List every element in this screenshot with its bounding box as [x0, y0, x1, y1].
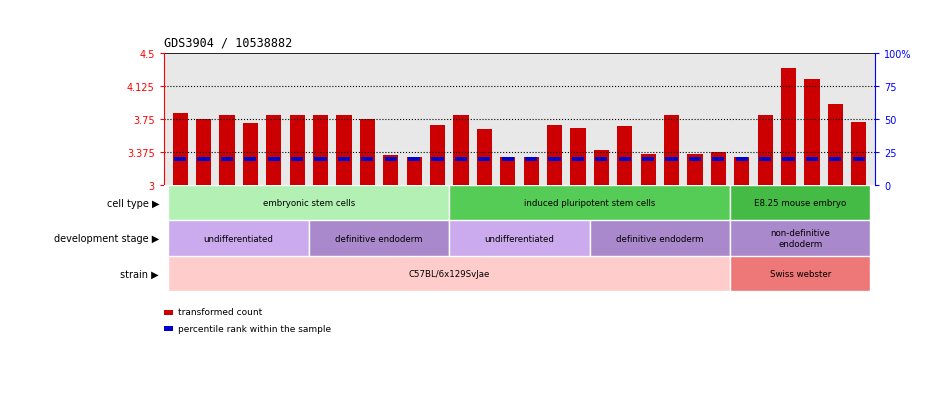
Bar: [431, 158, 444, 161]
Text: Swiss webster: Swiss webster: [769, 269, 831, 278]
Text: strain ▶: strain ▶: [121, 268, 159, 279]
Bar: [242, 124, 258, 186]
Bar: [851, 122, 867, 186]
Bar: [689, 158, 701, 161]
Bar: [730, 256, 870, 291]
Bar: [430, 126, 446, 186]
Bar: [595, 158, 607, 161]
Text: non-definitive
endoderm: non-definitive endoderm: [770, 229, 830, 248]
Bar: [221, 158, 233, 161]
Bar: [759, 158, 771, 161]
Text: C57BL/6x129SvJae: C57BL/6x129SvJae: [409, 269, 490, 278]
Bar: [196, 120, 212, 186]
Bar: [406, 158, 422, 186]
Bar: [827, 105, 843, 186]
Bar: [455, 158, 467, 161]
Bar: [359, 120, 375, 186]
Text: definitive endoderm: definitive endoderm: [616, 234, 704, 243]
Bar: [619, 158, 631, 161]
Bar: [502, 158, 514, 161]
Bar: [449, 186, 730, 221]
Text: induced pluripotent stem cells: induced pluripotent stem cells: [524, 199, 655, 208]
Text: E8.25 mouse embryo: E8.25 mouse embryo: [754, 199, 846, 208]
Bar: [197, 158, 210, 161]
Bar: [168, 221, 309, 256]
Bar: [525, 158, 537, 161]
Bar: [547, 126, 563, 186]
Bar: [687, 155, 703, 186]
Bar: [730, 221, 870, 256]
Bar: [476, 129, 492, 186]
Bar: [172, 114, 188, 186]
Bar: [617, 127, 633, 186]
Bar: [408, 158, 420, 161]
Bar: [289, 115, 305, 186]
Bar: [736, 158, 748, 161]
Text: embryonic stem cells: embryonic stem cells: [263, 199, 355, 208]
Bar: [730, 186, 870, 221]
Text: definitive endoderm: definitive endoderm: [335, 234, 423, 243]
Text: transformed count: transformed count: [178, 308, 262, 317]
Text: undifferentiated: undifferentiated: [485, 234, 554, 243]
Text: GDS3904 / 10538882: GDS3904 / 10538882: [164, 37, 292, 50]
Text: percentile rank within the sample: percentile rank within the sample: [178, 324, 331, 333]
Bar: [757, 115, 773, 186]
Bar: [361, 158, 373, 161]
Bar: [642, 158, 654, 161]
Bar: [309, 221, 449, 256]
Bar: [385, 158, 397, 161]
Bar: [640, 155, 656, 186]
Bar: [168, 256, 730, 291]
Text: cell type ▶: cell type ▶: [107, 198, 159, 209]
Bar: [548, 158, 561, 161]
Bar: [291, 158, 303, 161]
Bar: [664, 115, 680, 186]
Bar: [570, 128, 586, 186]
Text: undifferentiated: undifferentiated: [204, 234, 273, 243]
Bar: [593, 151, 609, 186]
Bar: [806, 158, 818, 161]
Bar: [174, 158, 186, 161]
Bar: [314, 158, 327, 161]
Bar: [313, 115, 329, 186]
Bar: [665, 158, 678, 161]
Bar: [244, 158, 256, 161]
Bar: [478, 158, 490, 161]
Bar: [712, 158, 724, 161]
Bar: [804, 80, 820, 186]
Bar: [168, 186, 449, 221]
Bar: [338, 158, 350, 161]
Bar: [266, 115, 282, 186]
Bar: [710, 152, 726, 186]
Bar: [453, 115, 469, 186]
Bar: [449, 221, 590, 256]
Bar: [219, 115, 235, 186]
Bar: [572, 158, 584, 161]
Bar: [268, 158, 280, 161]
Bar: [734, 158, 750, 186]
Bar: [500, 158, 516, 186]
Bar: [523, 158, 539, 186]
Bar: [590, 221, 730, 256]
Bar: [781, 69, 797, 186]
Bar: [853, 158, 865, 161]
Bar: [383, 156, 399, 186]
Bar: [336, 115, 352, 186]
Bar: [829, 158, 841, 161]
Text: development stage ▶: development stage ▶: [54, 233, 159, 244]
Bar: [782, 158, 795, 161]
